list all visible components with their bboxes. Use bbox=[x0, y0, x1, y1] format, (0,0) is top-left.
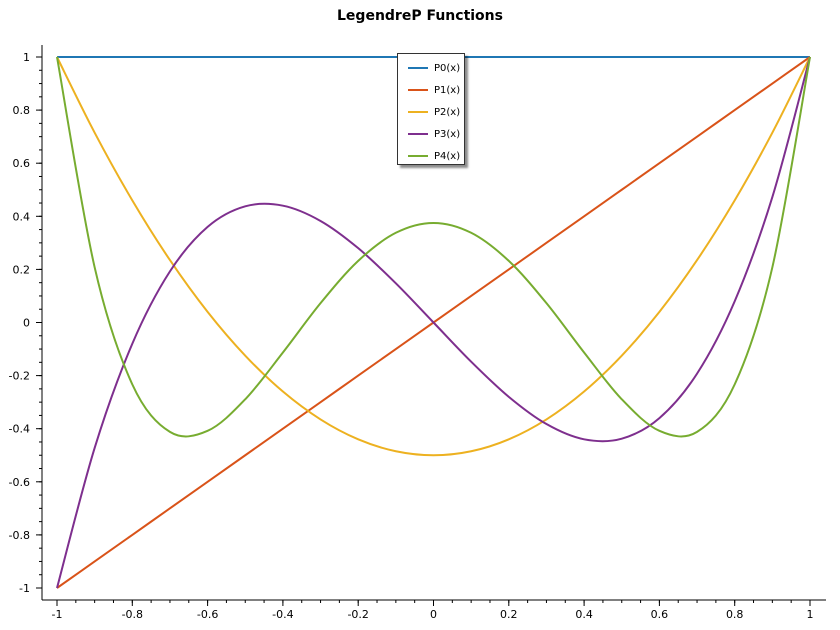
series-line-p4 bbox=[56, 56, 811, 438]
chart-title: LegendreP Functions bbox=[337, 8, 503, 24]
legend-item-p0: P0(x) bbox=[398, 57, 464, 79]
legend-label: P3(x) bbox=[434, 128, 461, 140]
legend-swatch bbox=[408, 89, 428, 91]
legend-item-p1: P1(x) bbox=[398, 79, 464, 101]
x-tick-label: -0.8 bbox=[122, 608, 143, 621]
x-tick-label: -0.2 bbox=[347, 608, 368, 621]
x-tick-label: 0 bbox=[430, 608, 437, 621]
x-tick-label: 0.2 bbox=[500, 608, 518, 621]
legend-swatch bbox=[408, 67, 428, 69]
legend-swatch bbox=[408, 155, 428, 157]
legend: P0(x) P1(x) P2(x) P3(x) P4(x) bbox=[397, 53, 465, 165]
y-tick-label: -0.8 bbox=[9, 529, 30, 542]
y-tick-label: 0 bbox=[23, 317, 30, 330]
legend-label: P2(x) bbox=[434, 106, 461, 118]
x-tick-label: 0.8 bbox=[726, 608, 744, 621]
axes: -1 -0.8 -0.6 -0.4 -0.2 0 0.2 0.4 0.6 0.8 1 -1 -0.8 -0… bbox=[9, 45, 826, 621]
y-tick-label: 0.4 bbox=[13, 210, 31, 223]
series-line-p2 bbox=[56, 56, 811, 457]
y-tick-label: 1 bbox=[23, 51, 30, 64]
y-tick-label: 0.8 bbox=[13, 104, 31, 117]
x-tick-label: 0.4 bbox=[575, 608, 593, 621]
legend-swatch bbox=[408, 111, 428, 113]
x-tick-label: -0.6 bbox=[197, 608, 218, 621]
legend-label: P1(x) bbox=[434, 84, 461, 96]
x-tick-label: -1 bbox=[52, 608, 63, 621]
x-tick-label: -0.4 bbox=[272, 608, 293, 621]
y-tick-label: -0.2 bbox=[9, 370, 30, 383]
legend-item-p2: P2(x) bbox=[398, 101, 464, 123]
y-tick-label: -0.6 bbox=[9, 476, 30, 489]
y-tick-label: 0.6 bbox=[13, 157, 31, 170]
legend-item-p4: P4(x) bbox=[398, 145, 464, 167]
legend-label: P0(x) bbox=[434, 62, 461, 74]
legend-swatch bbox=[408, 133, 428, 135]
y-tick-label: -1 bbox=[19, 582, 30, 595]
x-tick-label: 0.6 bbox=[651, 608, 669, 621]
x-tick-label: 1 bbox=[807, 608, 814, 621]
y-tick-label: -0.4 bbox=[9, 423, 30, 436]
legend-label: P4(x) bbox=[434, 150, 461, 162]
legend-item-p3: P3(x) bbox=[398, 123, 464, 145]
y-tick-label: 0.2 bbox=[13, 263, 31, 276]
series-line-p3 bbox=[56, 56, 811, 589]
series-layer bbox=[56, 56, 811, 589]
